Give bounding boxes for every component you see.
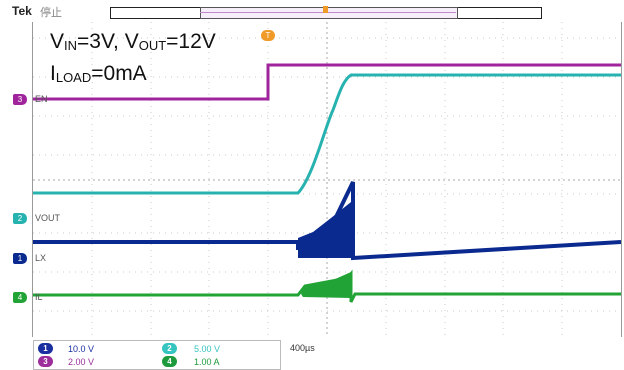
channel-label-vout: VOUT <box>35 213 61 223</box>
ch1-ground-marker[interactable]: 1 <box>13 253 27 264</box>
trigger-level-marker[interactable]: T <box>261 30 275 41</box>
trigger-position-marker[interactable] <box>323 6 328 13</box>
vin-vout-annotation: VIN=3V, VOUT=12V <box>50 30 216 53</box>
ch2-badge[interactable]: 2 <box>162 343 177 354</box>
ch1-badge[interactable]: 1 <box>38 343 53 354</box>
iload-annotation: ILOAD=0mA <box>50 62 147 85</box>
channel-label-en: EN <box>35 94 48 104</box>
channel-label-lx: LX <box>35 253 47 263</box>
scope-status-bar: Tek 停止 <box>0 0 624 22</box>
ch4-badge[interactable]: 4 <box>162 356 177 367</box>
ch3-badge[interactable]: 3 <box>38 356 53 367</box>
brand-label: Tek <box>12 4 32 18</box>
trace-lx-burst <box>298 182 353 258</box>
ch3-scale: 2.00 V <box>68 357 95 367</box>
trace-vout <box>33 73 621 195</box>
trace-en <box>33 63 621 101</box>
ch2-scale: 5.00 V <box>194 344 221 354</box>
ch3-ground-marker[interactable]: 3 <box>13 94 27 105</box>
ch2-ground-marker[interactable]: 2 <box>13 213 27 224</box>
waveform-display[interactable]: VIN=3V, VOUT=12V ILOAD=0mA EN VOUT LX IL… <box>13 22 622 337</box>
record-view-window[interactable] <box>200 7 458 19</box>
ch1-scale: 10.0 V <box>68 344 95 354</box>
ch4-scale: 1.00 A <box>194 357 220 367</box>
channel-label-il: IL <box>35 292 43 302</box>
acquisition-state: 停止 <box>40 6 62 19</box>
waveform-canvas <box>33 22 622 337</box>
trace-il-burst <box>301 272 351 298</box>
channel-settings-panel: 1 10.0 V 2 5.00 V 3 2.00 V 4 1.00 A <box>33 340 281 370</box>
record-view-line <box>200 12 456 13</box>
ch4-ground-marker[interactable]: 4 <box>13 292 27 303</box>
timebase-readout: 400µs <box>290 343 315 353</box>
